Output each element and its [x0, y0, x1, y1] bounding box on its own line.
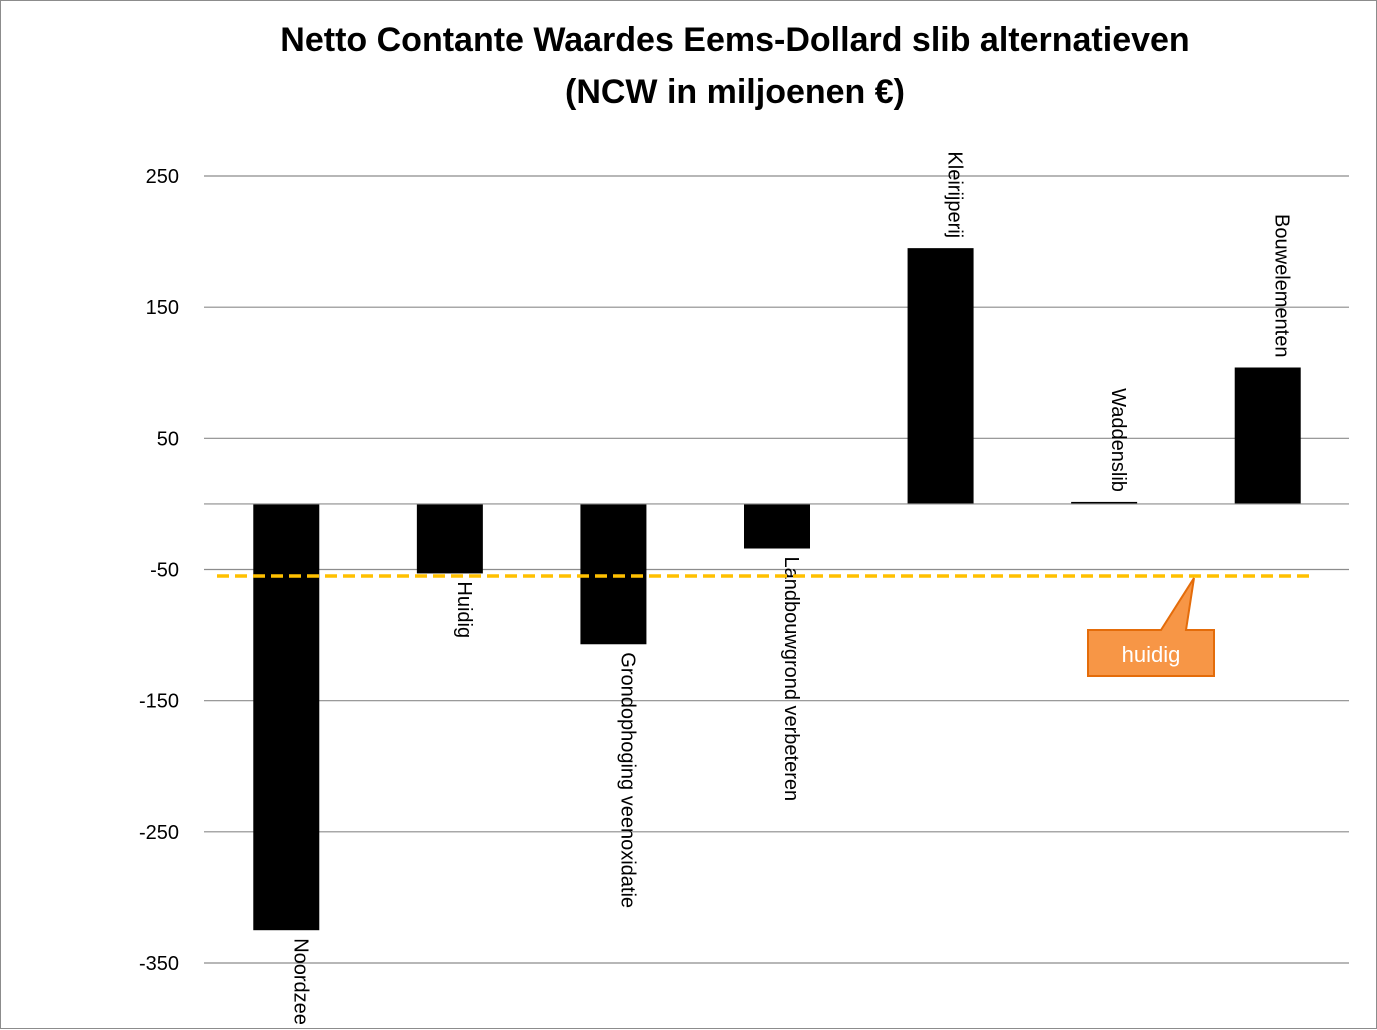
- bar: [1071, 501, 1138, 504]
- gridlines: [204, 175, 1349, 964]
- chart-title-line-1: Netto Contante Waardes Eems-Dollard slib…: [280, 21, 1189, 59]
- chart-title-line-2: (NCW in miljoenen €): [565, 73, 905, 111]
- category-label: Landbouwgrond verbeteren: [780, 557, 802, 802]
- bar: [1234, 367, 1301, 504]
- callout-text: huidig: [1122, 642, 1181, 667]
- y-tick-label: -150: [139, 691, 179, 713]
- y-axis-tick-labels: 250 150 50 -50 -150 -250 -350: [139, 166, 179, 975]
- callout-shape: [1087, 577, 1215, 677]
- y-tick-label: -250: [139, 822, 179, 844]
- y-tick-label: -350: [139, 953, 179, 975]
- bar: [907, 248, 974, 504]
- category-label: Waddenslib: [1107, 388, 1129, 492]
- bar: [253, 503, 320, 931]
- y-tick-label: -50: [150, 560, 179, 582]
- category-label: Grondophoging veenoxidatie: [616, 652, 638, 908]
- callout-huidig: huidig: [1087, 577, 1215, 677]
- y-tick-label: 50: [157, 428, 179, 450]
- category-labels: Noordzee Huidig Grondophoging veenoxidatie…: [289, 151, 1292, 1024]
- bar: [744, 503, 810, 549]
- y-tick-label: 250: [146, 166, 179, 188]
- category-label: Bouwelementen: [1271, 214, 1293, 357]
- category-label: Noordzee: [289, 938, 311, 1025]
- y-tick-label: 150: [146, 297, 179, 319]
- bar: [416, 503, 483, 574]
- category-label: Huidig: [453, 581, 475, 638]
- bar: [580, 503, 647, 645]
- category-label: Kleirijperij: [944, 151, 966, 238]
- bars: [253, 248, 1301, 931]
